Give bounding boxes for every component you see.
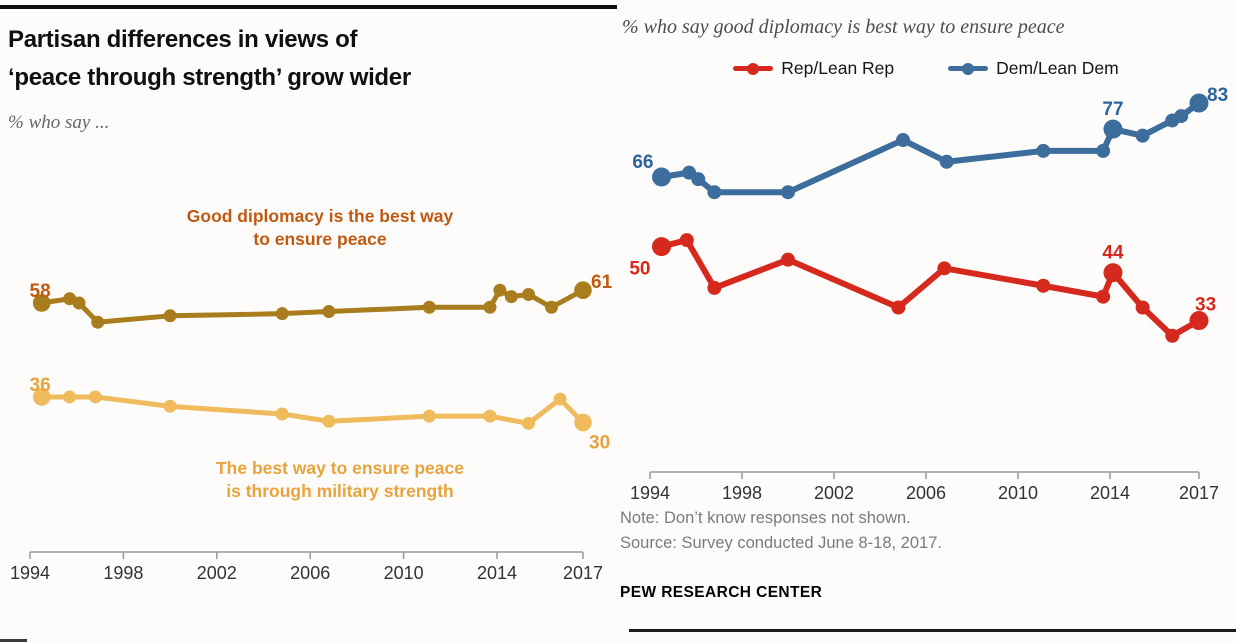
the-best-way-to-ensure-peace-is-through-military-strength-line <box>39 394 586 426</box>
x-axis-label-2002: 2002 <box>814 483 854 503</box>
legend-item-rep: Rep/Lean Rep <box>733 58 894 79</box>
legend-label-dem: Dem/Lean Dem <box>996 58 1119 78</box>
data-point <box>1103 263 1123 283</box>
x-axis-label-1998: 1998 <box>103 563 143 583</box>
legend: Rep/Lean Rep Dem/Lean Dem <box>616 58 1236 79</box>
chart-note: Note: Don’t know responses not shown. <box>620 509 911 527</box>
chart-source: Source: Survey conducted June 8-18, 2017… <box>620 534 942 552</box>
data-point <box>781 185 795 200</box>
x-axis-label-2010: 2010 <box>384 563 424 583</box>
data-point <box>1174 109 1189 124</box>
data-point <box>422 409 436 423</box>
data-point <box>493 283 507 297</box>
point-label-44: 44 <box>1102 243 1124 264</box>
data-point <box>1165 328 1180 343</box>
data-point <box>781 252 795 267</box>
data-point <box>1096 289 1111 304</box>
data-point <box>891 300 906 315</box>
x-axis-label-2006: 2006 <box>906 483 946 503</box>
bottom-border-rule <box>629 629 1236 632</box>
rep-line-swatch-icon <box>733 62 774 75</box>
data-point <box>652 167 671 187</box>
point-label-36: 36 <box>30 375 51 396</box>
data-point <box>1036 278 1051 293</box>
data-point <box>707 185 722 200</box>
page-subtitle: % who say ... <box>8 112 110 133</box>
data-point <box>1103 119 1123 139</box>
point-label-58: 58 <box>30 281 51 302</box>
point-label-30: 30 <box>589 433 610 454</box>
point-label-61: 61 <box>591 272 613 293</box>
partisan-views-line-chart: 1994 1998 2002 2006 2010 2014 2017 50 44 33 66 77 83 <box>629 85 1228 503</box>
data-point <box>72 296 86 310</box>
data-point <box>1036 143 1051 158</box>
point-label-33: 33 <box>1195 295 1216 316</box>
data-point <box>32 294 51 312</box>
page-title-line2: ‘peace through strength’ grow wider <box>8 64 411 91</box>
data-point <box>422 300 436 314</box>
data-point <box>574 281 592 299</box>
data-point <box>63 390 77 404</box>
partisan-chart-title: % who say good diplomacy is best way to … <box>622 16 1065 38</box>
legend-item-dem: Dem/Lean Dem <box>948 58 1119 79</box>
data-point <box>652 237 671 257</box>
strength-annotation-line2: is through military strength <box>226 481 454 501</box>
data-point <box>707 280 722 295</box>
data-point <box>88 390 102 404</box>
x-axis-label-2010: 2010 <box>998 483 1038 503</box>
data-point <box>91 315 105 329</box>
data-point <box>939 154 954 169</box>
data-point <box>544 300 558 314</box>
overall-views-line-chart: 1994 1998 2002 2006 2010 2014 2017 58 61 36 30 <box>10 272 613 583</box>
data-point <box>483 409 497 423</box>
data-point <box>275 307 289 321</box>
x-axis-label-2017: 2017 <box>1179 483 1219 503</box>
data-point <box>522 287 536 301</box>
data-point <box>1135 300 1150 315</box>
point-label-77: 77 <box>1102 99 1123 120</box>
data-point <box>322 305 336 319</box>
data-point <box>275 407 289 421</box>
data-point <box>32 388 51 406</box>
military-strength-series-annotation: The best way to ensure peace is through … <box>140 457 540 503</box>
x-axis-label-2006: 2006 <box>290 563 330 583</box>
dem-line-swatch-icon <box>948 62 989 75</box>
point-label-83: 83 <box>1207 85 1228 106</box>
x-axis-label-2017: 2017 <box>563 563 603 583</box>
data-point <box>679 233 694 248</box>
data-point <box>163 309 177 323</box>
data-point <box>522 416 536 430</box>
data-point <box>322 414 336 428</box>
data-point <box>574 413 592 432</box>
data-point <box>553 392 567 406</box>
x-axis-label-1994: 1994 <box>10 563 50 583</box>
data-point <box>896 133 910 148</box>
data-point <box>691 172 706 187</box>
x-axis-label-1994: 1994 <box>630 483 670 503</box>
data-point <box>937 261 952 276</box>
diplomacy-annotation-line1: Good diplomacy is the best way <box>186 206 454 226</box>
point-label-50: 50 <box>629 259 650 280</box>
x-axis-label-2014: 2014 <box>477 563 517 583</box>
data-point <box>1189 93 1209 113</box>
diplomacy-series-annotation: Good diplomacy is the best way to ensure… <box>120 205 520 251</box>
strength-annotation-line1: The best way to ensure peace <box>215 458 464 478</box>
x-axis-label-2014: 2014 <box>1090 483 1130 503</box>
data-point <box>163 399 177 413</box>
bottom-left-edge-rule <box>0 639 27 642</box>
point-label-66: 66 <box>632 152 653 173</box>
x-axis-label-2002: 2002 <box>197 563 237 583</box>
legend-label-rep: Rep/Lean Rep <box>781 58 895 78</box>
data-point <box>504 290 518 304</box>
data-point <box>1135 128 1150 143</box>
data-point <box>483 300 497 314</box>
page-title-line1: Partisan differences in views of <box>8 26 358 53</box>
top-border-rule <box>0 5 617 9</box>
data-point <box>1189 311 1209 331</box>
data-point <box>1096 143 1111 158</box>
x-axis-label-1998: 1998 <box>722 483 762 503</box>
pew-research-center-wordmark: PEW RESEARCH CENTER <box>620 584 823 601</box>
diplomacy-annotation-line2: to ensure peace <box>253 229 387 249</box>
